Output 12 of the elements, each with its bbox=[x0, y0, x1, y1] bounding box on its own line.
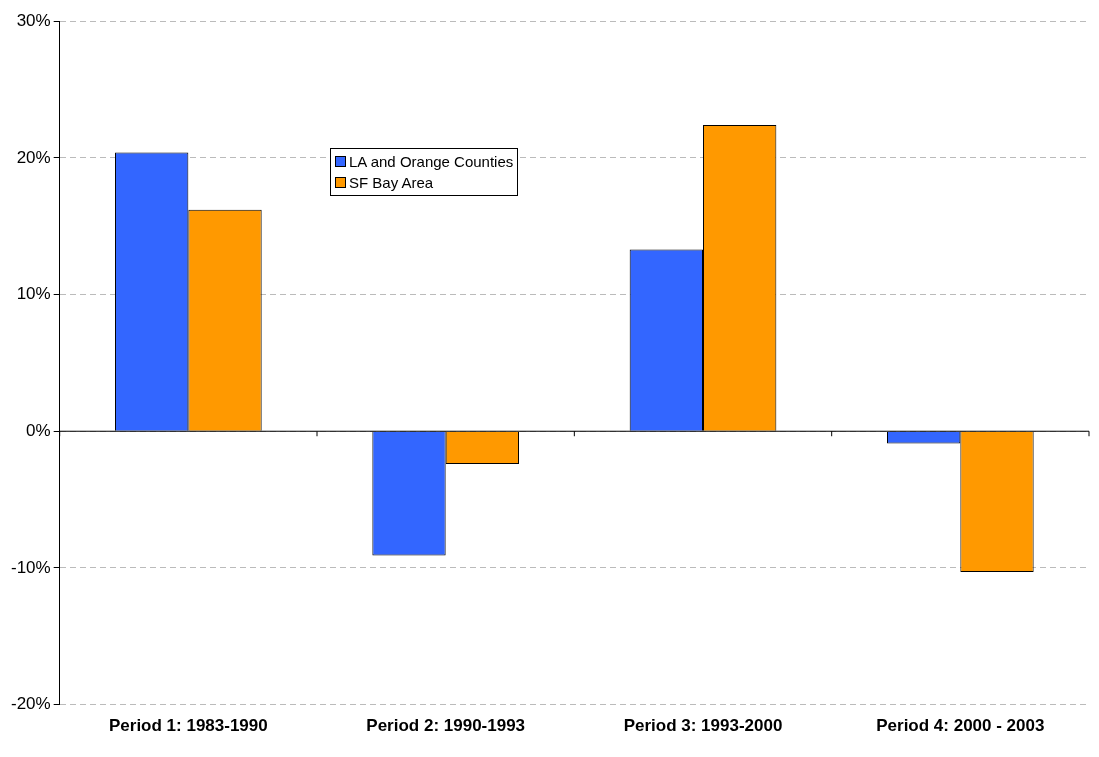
y-tick-label: -10% bbox=[11, 557, 51, 577]
x-tick-label: Period 3: 1993-2000 bbox=[623, 716, 783, 736]
y-tick-label: -20% bbox=[11, 694, 51, 714]
y-tick-label: 10% bbox=[16, 284, 51, 304]
y-tick-label: 30% bbox=[16, 10, 51, 30]
y-tick-label: 0% bbox=[26, 420, 51, 440]
y-tick-label: 20% bbox=[16, 147, 51, 167]
x-tick-label: Period 1: 1983-1990 bbox=[108, 716, 268, 736]
legend-label: LA and Orange Counties bbox=[349, 152, 514, 172]
x-tick-label: Period 4: 2000 - 2003 bbox=[876, 716, 1045, 736]
x-tick-label: Period 2: 1990-1993 bbox=[366, 716, 526, 736]
legend-label: SF Bay Area bbox=[349, 173, 434, 193]
